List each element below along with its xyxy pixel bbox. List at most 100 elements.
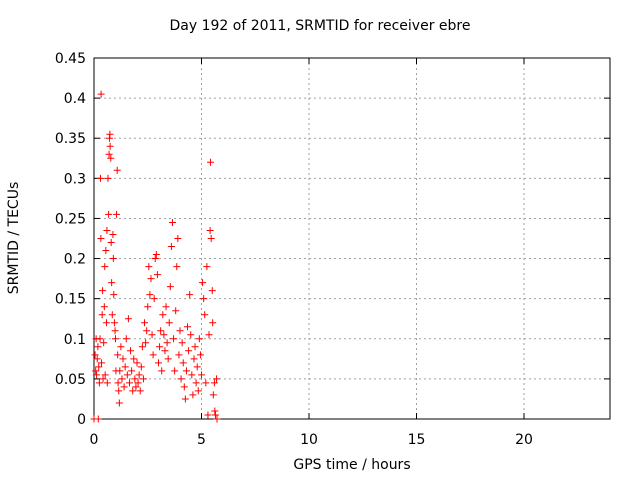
data-point: [211, 411, 219, 419]
data-point: [193, 363, 201, 371]
y-tick-label: 0.2: [64, 252, 86, 268]
data-point: [146, 291, 154, 299]
data-point: [112, 335, 119, 343]
data-point: [198, 371, 205, 379]
data-point: [161, 347, 169, 355]
data-point: [168, 218, 176, 226]
data-point: [187, 331, 195, 339]
data-point: [165, 319, 173, 327]
x-tick-label: 5: [197, 432, 206, 448]
data-point: [110, 291, 118, 299]
data-point: [109, 230, 117, 238]
data-point: [156, 343, 164, 351]
x-tick-label: 0: [90, 432, 99, 448]
data-point: [147, 275, 155, 283]
data-point: [113, 166, 121, 174]
data-point: [166, 283, 174, 291]
data-point: [95, 363, 103, 371]
chart-title: Day 192 of 2011, SRMTID for receiver ebr…: [169, 18, 471, 34]
y-tick-label: 0.4: [64, 91, 86, 107]
data-point: [162, 303, 170, 311]
data-point: [120, 383, 128, 391]
data-point: [199, 279, 207, 287]
data-point: [148, 331, 156, 339]
data-point: [100, 339, 108, 347]
data-point: [207, 158, 215, 166]
x-tick-label: 20: [515, 432, 533, 448]
data-point: [115, 387, 123, 395]
data-point: [149, 351, 157, 359]
data-points: [90, 90, 221, 423]
data-point: [176, 327, 184, 335]
data-point: [174, 235, 182, 242]
y-tick-label: 0: [77, 412, 86, 428]
data-point: [121, 363, 129, 371]
data-point: [117, 343, 125, 351]
data-point: [111, 327, 119, 335]
data-point: [110, 319, 118, 327]
data-point: [170, 335, 178, 343]
data-point: [97, 235, 105, 242]
data-point: [96, 174, 104, 182]
data-point: [108, 311, 116, 319]
data-point: [209, 391, 217, 399]
data-point: [143, 327, 151, 335]
data-point: [137, 363, 145, 371]
data-point: [96, 335, 104, 343]
data-point: [130, 355, 138, 363]
data-point: [100, 303, 108, 311]
data-point: [118, 375, 126, 383]
data-point: [107, 154, 115, 162]
data-point: [195, 335, 203, 343]
data-point: [92, 367, 100, 375]
data-point: [93, 371, 101, 379]
data-point: [131, 375, 139, 383]
data-point: [106, 130, 114, 138]
data-point: [98, 359, 106, 367]
data-point: [204, 411, 212, 419]
data-point: [163, 339, 171, 347]
data-point: [94, 415, 102, 423]
y-tick-label: 0.3: [64, 171, 86, 187]
data-point: [164, 355, 172, 363]
data-point: [190, 355, 198, 363]
data-point: [129, 387, 137, 395]
data-point: [207, 235, 215, 242]
data-point: [142, 339, 150, 347]
data-point: [178, 339, 186, 347]
data-point: [206, 226, 214, 234]
data-point: [202, 379, 210, 387]
data-point: [191, 343, 199, 351]
x-axis-label: GPS time / hours: [293, 457, 411, 473]
data-point: [105, 150, 113, 158]
data-point: [153, 271, 161, 279]
data-point: [119, 355, 127, 363]
data-point: [157, 327, 165, 335]
data-point: [98, 311, 106, 319]
y-tick-label: 0.1: [64, 332, 86, 348]
data-point: [114, 351, 122, 359]
data-point: [108, 279, 116, 287]
data-point: [99, 375, 107, 383]
y-axis-label: SRMTID / TECUs: [6, 181, 22, 295]
plot-area-frame: [93, 57, 611, 420]
data-point: [159, 311, 167, 319]
data-point: [175, 351, 183, 359]
data-point: [189, 391, 197, 399]
data-point: [107, 239, 115, 247]
data-point: [139, 375, 147, 383]
y-tick-label: 0.05: [55, 372, 86, 388]
data-point: [122, 335, 130, 343]
data-point: [102, 319, 110, 327]
data-point: [134, 379, 142, 387]
data-point: [194, 387, 202, 395]
data-point: [127, 347, 135, 355]
y-tick-label: 0.45: [55, 51, 86, 67]
data-point: [201, 311, 209, 319]
data-point: [145, 263, 153, 271]
data-point: [171, 367, 179, 375]
y-tick-label: 0.15: [55, 292, 86, 308]
data-point: [132, 383, 140, 391]
data-point: [167, 243, 175, 251]
